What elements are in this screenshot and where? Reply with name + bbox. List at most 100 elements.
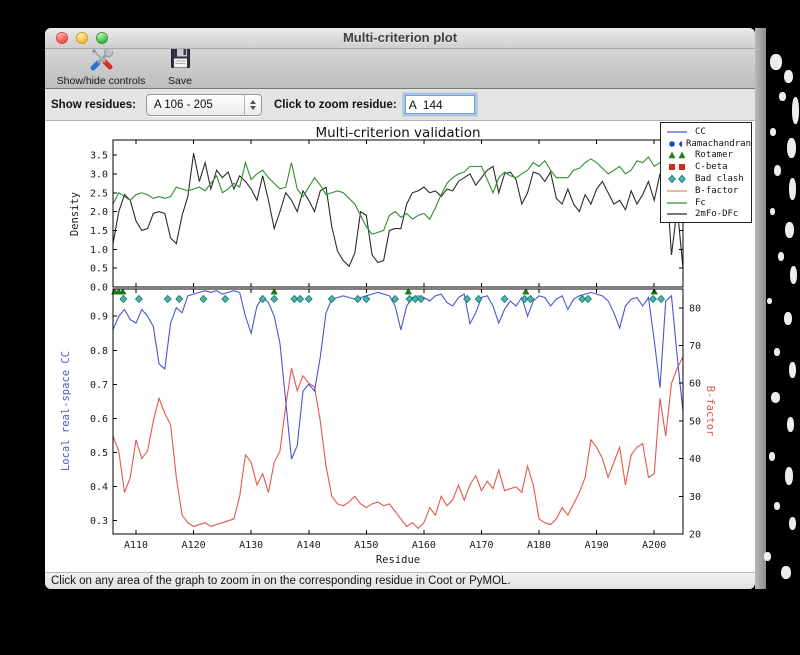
bad-clash-marker [258, 294, 267, 304]
legend-entry-b-factor: B-factor [665, 185, 751, 197]
cc-tick-label: 0.8 [90, 346, 108, 357]
x-tick-label: A140 [297, 540, 321, 551]
bad-clash-marker [119, 294, 128, 304]
density-tick-label: 1.0 [90, 245, 108, 256]
show-hide-controls-label: Show/hide controls [56, 75, 146, 87]
axes-frame [112, 139, 684, 288]
legend-entry-rotamer: Rotamer [665, 150, 751, 162]
bad-clash-marker [353, 294, 362, 304]
cc-axis-label: Local real-space CC [60, 351, 72, 471]
multi-criterion-plot-canvas[interactable]: Multi-criterion validation Density Local… [45, 121, 755, 572]
legend-entry-bad-clash: Bad clash [665, 173, 751, 185]
titlebar[interactable]: Multi-criterion plot [45, 28, 755, 49]
line-swatch-icon [667, 190, 687, 192]
bfactor-tick-label: 40 [689, 454, 701, 465]
bfactor-tick-label: 50 [689, 416, 701, 427]
cc-tick-label: 0.3 [90, 516, 108, 527]
zoom-residue-input[interactable] [404, 95, 475, 114]
bad-clash-marker [304, 294, 313, 304]
save-button[interactable]: Save [161, 47, 199, 87]
window-shadow-strip [755, 28, 766, 589]
density-tick-label: 2.5 [90, 188, 108, 199]
bad-clash-marker [405, 294, 414, 304]
legend-label: Rotamer [695, 150, 733, 161]
x-tick-label: A160 [412, 540, 436, 551]
bad-clash-marker [649, 294, 658, 304]
cc-tick-label: 0.7 [90, 380, 108, 391]
bad-clash-marker [134, 294, 143, 304]
bad-clash-marker [175, 294, 184, 304]
bad-clash-marker [362, 294, 371, 304]
stepper-arrows-icon [244, 94, 261, 115]
cc-tick-label: 0.6 [90, 414, 108, 425]
window-title: Multi-criterion plot [342, 30, 458, 45]
bad-clash-marker [199, 294, 208, 304]
status-bar: Click on any area of the graph to zoom i… [45, 572, 755, 589]
bad-clash-marker [657, 294, 666, 304]
show-hide-controls-button[interactable]: Show/hide controls [49, 47, 153, 87]
bad-clash-marker [584, 294, 592, 304]
bfactor-axis-label: B-factor [704, 386, 716, 437]
bfactor-tick-label: 30 [689, 492, 701, 503]
cc-tick-label: 0.5 [90, 448, 108, 459]
plot-figure[interactable]: Multi-criterion validation Density Local… [45, 121, 755, 572]
bad-clash-marker [270, 294, 279, 304]
bad-clash-marker [578, 294, 587, 304]
x-tick-label: A190 [585, 540, 609, 551]
series-2mfo-dfc [113, 153, 683, 269]
legend-label: Fc [695, 197, 706, 208]
save-label: Save [168, 75, 192, 87]
legend-label: CC [695, 126, 706, 137]
square-swatch-icon [669, 164, 685, 171]
density-tick-label: 2.0 [90, 207, 108, 218]
bfactor-tick-label: 60 [689, 379, 701, 390]
bad-clash-marker [526, 294, 535, 304]
multi-criterion-plot-window: Multi-criterion plot Show/hide controls [45, 28, 755, 589]
zoom-button[interactable] [96, 32, 108, 44]
legend-entry-ramachandran: Ramachandran [665, 138, 751, 150]
legend-label: C-beta [695, 162, 728, 173]
residue-axis-label: Residue [376, 554, 420, 566]
show-residues-select[interactable]: A 106 - 205 [146, 93, 262, 116]
cc-tick-label: 0.9 [90, 312, 108, 323]
density-axis-label: Density [69, 192, 81, 236]
density-tick-label: 3.5 [90, 151, 108, 162]
rotamer-outlier-marker [522, 287, 530, 295]
bad-clash-marker [474, 294, 483, 304]
bfactor-tick-label: 80 [689, 303, 701, 314]
diamond-swatch-icon [668, 174, 686, 184]
x-tick-label: A170 [469, 540, 493, 551]
bad-clash-marker [500, 294, 509, 304]
x-tick-label: A120 [182, 540, 206, 551]
density-tick-label: 0.0 [90, 283, 108, 294]
x-tick-label: A130 [239, 540, 263, 551]
minimize-button[interactable] [76, 32, 88, 44]
axes-frame [112, 288, 684, 535]
x-tick-label: A110 [124, 540, 148, 551]
line-swatch-icon [667, 131, 687, 133]
plot-title: Multi-criterion validation [315, 125, 480, 141]
show-residues-value: A 106 - 205 [154, 98, 213, 111]
legend-label: 2mFo-DFc [695, 209, 739, 220]
legend-label: Bad clash [695, 174, 744, 185]
bad-clash-marker [290, 294, 299, 304]
save-floppy-icon [167, 45, 193, 76]
x-tick-label: A150 [354, 540, 378, 551]
bad-clash-marker [221, 294, 230, 304]
legend-label: B-factor [695, 185, 739, 196]
legend-entry-c-beta: C-beta [665, 161, 751, 173]
bfactor-tick-label: 20 [689, 530, 701, 541]
close-button[interactable] [56, 32, 68, 44]
controls-row: Show residues: A 106 - 205 Click to zoom… [45, 89, 755, 121]
legend-entry-cc: CC [665, 126, 751, 138]
legend-entry-fc: Fc [665, 197, 751, 209]
line-swatch-icon [667, 202, 687, 204]
x-tick-label: A200 [642, 540, 666, 551]
bad-clash-marker [296, 294, 305, 304]
circle-swatch-icon [669, 140, 682, 147]
bad-clash-marker [417, 294, 425, 304]
series-fc [113, 156, 683, 235]
bad-clash-marker [327, 294, 336, 304]
x-tick-label: A180 [527, 540, 551, 551]
